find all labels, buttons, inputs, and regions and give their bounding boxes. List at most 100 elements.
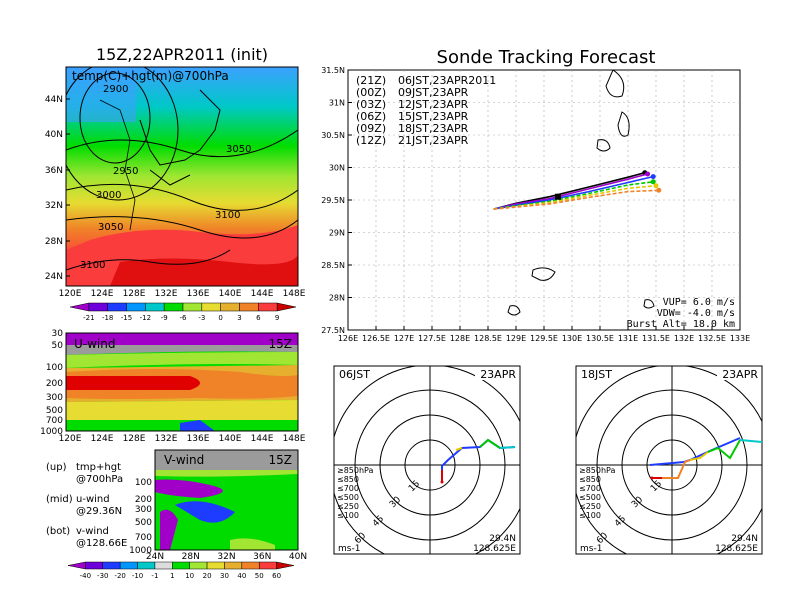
track-end-marker bbox=[645, 171, 651, 177]
v-wind-panel: V-wind 15Z bbox=[154, 449, 299, 551]
polar-left-lat: 29.4N bbox=[489, 534, 516, 544]
polar-right-lon: 128.625E bbox=[715, 544, 758, 554]
map-lat-tick: 32N bbox=[45, 201, 63, 211]
u-wind-lon-tick: 148E bbox=[283, 434, 306, 444]
wind-colorbar-label: 20 bbox=[203, 572, 212, 580]
track-x-tick: 133E bbox=[730, 334, 750, 343]
polar-level-label: ≤500 bbox=[579, 493, 601, 502]
track-legend-label: 12JST,23APR bbox=[398, 98, 469, 111]
map-contour-label: 3050 bbox=[226, 144, 251, 155]
temp-colorbar-cell bbox=[239, 302, 259, 312]
u-wind-ptick: 500 bbox=[46, 406, 63, 416]
track-legend: (21Z) 06JST,23APR2011 (00Z) 09JST,23APR (03Z… bbox=[356, 74, 496, 147]
temp-colorbar-cell bbox=[88, 302, 108, 312]
note-line: tmp+hgt bbox=[76, 462, 121, 473]
track-series-line bbox=[493, 189, 659, 210]
wind-colorbar-label: 1 bbox=[170, 572, 174, 580]
wind-colorbar-cell bbox=[102, 561, 121, 570]
temp-colorbar-cell bbox=[276, 302, 297, 312]
u-wind-lon-tick: 132E bbox=[155, 434, 178, 444]
u-wind-ptick: 50 bbox=[52, 341, 64, 351]
v-wind-ptick: 300 bbox=[135, 505, 152, 515]
v-wind-lat-tick: 28N bbox=[182, 552, 200, 562]
track-y-tick: 30.5N bbox=[321, 131, 345, 140]
temp-colorbar-cell bbox=[163, 302, 184, 312]
v-wind-ptick: 700 bbox=[135, 533, 152, 543]
temp-colorbar-label: -6 bbox=[180, 314, 188, 322]
map-lon-tick: 124E bbox=[91, 289, 114, 299]
polar-level-label: ≤700 bbox=[579, 484, 601, 493]
map-lat-tick: 40N bbox=[45, 130, 63, 140]
polar-level-label: ≤100 bbox=[337, 511, 359, 520]
track-y-tick: 29N bbox=[329, 229, 345, 238]
temp-colorbar-label: -18 bbox=[102, 314, 113, 322]
v-wind-label: V-wind bbox=[164, 453, 204, 467]
wind-colorbar-label: 60 bbox=[272, 572, 281, 580]
map-lon-tick: 148E bbox=[283, 289, 306, 299]
wind-colorbar-cell bbox=[258, 561, 277, 570]
polar-level-label: ≥850hPa bbox=[337, 466, 374, 475]
note-line: v-wind bbox=[76, 526, 109, 537]
u-wind-ptick: 100 bbox=[46, 363, 63, 373]
temperature-map: 2900 2950 3000 3050 3050 3100 3100 temp(… bbox=[65, 66, 299, 287]
note-tag: (mid) bbox=[46, 494, 73, 505]
temp-colorbar-cell bbox=[220, 302, 240, 312]
track-chart bbox=[347, 69, 741, 331]
wind-colorbar: -40 -30 -20 -10 -1 1 10 20 30 40 50 60 bbox=[67, 561, 295, 580]
temp-colorbar-label: -3 bbox=[198, 314, 205, 322]
track-series bbox=[493, 170, 662, 210]
panel-notes: (up) tmp+hgt @700hPa (mid) u-wind @29.36… bbox=[46, 462, 127, 549]
map-lon-tick: 144E bbox=[251, 289, 274, 299]
u-wind-ptick: 1000 bbox=[40, 427, 63, 437]
u-wind-ptick: 30 bbox=[52, 329, 64, 339]
polar-left-unit: ms-1 bbox=[338, 544, 360, 554]
u-wind-label: U-wind bbox=[74, 337, 115, 351]
u-wind-lon-tick: 128E bbox=[123, 434, 146, 444]
wind-colorbar-cell bbox=[67, 561, 86, 570]
track-end-marker bbox=[656, 187, 662, 193]
map-lat-tick: 44N bbox=[45, 95, 63, 105]
wind-colorbar-cell bbox=[276, 561, 295, 570]
wind-colorbar-label: 50 bbox=[255, 572, 264, 580]
polar-right-time: 18JST bbox=[581, 368, 612, 381]
track-y-tick: 28.5N bbox=[321, 261, 345, 270]
u-wind-lon-tick: 124E bbox=[91, 434, 114, 444]
v-wind-ptick: 500 bbox=[135, 518, 152, 528]
track-legend-code: (06Z) bbox=[356, 110, 386, 123]
map-contour-label: 3000 bbox=[96, 190, 121, 201]
note-tag: (up) bbox=[46, 462, 67, 473]
track-legend-label: 18JST,23APR bbox=[398, 122, 469, 135]
track-legend-label: 06JST,23APR2011 bbox=[398, 74, 496, 87]
wind-colorbar-cell bbox=[172, 561, 190, 570]
polar-level-label: ≤500 bbox=[337, 493, 359, 502]
polar-level-label: ≤850 bbox=[579, 475, 601, 484]
track-y-tick: 28N bbox=[329, 294, 345, 303]
note-line: @128.66E bbox=[76, 538, 127, 549]
polar-left-time: 06JST bbox=[339, 368, 370, 381]
wind-colorbar-label: -20 bbox=[114, 572, 125, 580]
polar-right: 15 30 45 60 18JST 23APR ≥850hPa≤850≤700≤… bbox=[575, 365, 763, 555]
wind-colorbar-label: -30 bbox=[97, 572, 108, 580]
track-x-tick: 131E bbox=[618, 334, 638, 343]
track-end-marker bbox=[650, 174, 656, 180]
track-series-line bbox=[493, 173, 648, 210]
u-wind-ptick: 300 bbox=[46, 393, 63, 403]
temp-colorbar-label: 6 bbox=[256, 314, 261, 322]
wind-colorbar-cell bbox=[189, 561, 208, 570]
wind-colorbar-label: -10 bbox=[132, 572, 143, 580]
track-legend-label: 09JST,23APR bbox=[398, 86, 469, 99]
v-wind-lat-tick: 24N bbox=[146, 552, 164, 562]
v-wind-ptick: 1000 bbox=[129, 546, 152, 556]
track-legend-code: (00Z) bbox=[356, 86, 386, 99]
map-lon-tick: 136E bbox=[187, 289, 210, 299]
temp-colorbar-label: -21 bbox=[83, 314, 94, 322]
track-x-tick: 131.5E bbox=[642, 334, 670, 343]
map-contour-label: 3100 bbox=[80, 260, 105, 271]
wind-colorbar-label: 40 bbox=[237, 572, 246, 580]
track-y-tick: 31.5N bbox=[321, 66, 345, 75]
temp-colorbar-label: -15 bbox=[121, 314, 132, 322]
map-lat-tick: 24N bbox=[45, 272, 63, 282]
